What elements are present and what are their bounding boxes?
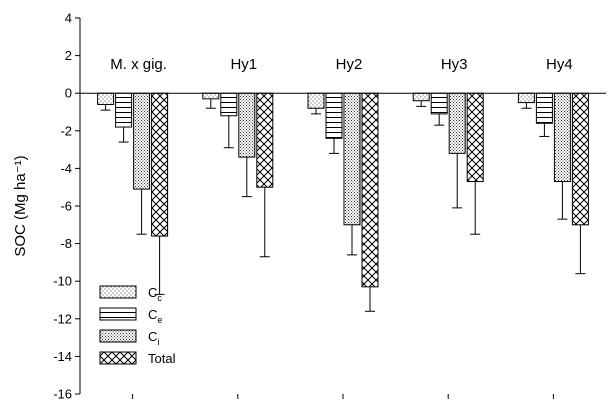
group-label: Hy3 <box>441 56 468 73</box>
group-label: M. x gig. <box>110 56 167 73</box>
y-tick-label: -12 <box>53 311 72 326</box>
legend-label: Ci <box>148 329 159 347</box>
y-tick-label: -14 <box>53 349 72 364</box>
bar-total-3 <box>466 92 484 183</box>
bar-ci-3 <box>448 92 466 154</box>
y-tick-label: -6 <box>60 199 72 214</box>
legend-label: Total <box>148 351 176 366</box>
y-tick-label: -10 <box>53 274 72 289</box>
bar-cc-2 <box>307 92 325 109</box>
bar-ce-4 <box>535 92 553 124</box>
y-tick-label: 4 <box>65 11 72 26</box>
legend-swatch <box>99 285 137 299</box>
bar-total-4 <box>571 92 589 226</box>
bar-total-2 <box>361 92 379 288</box>
y-tick-label: -8 <box>60 236 72 251</box>
error-bars <box>100 98 586 312</box>
legend: Cc Ce Ci Total <box>99 285 176 366</box>
legend-swatch <box>99 351 137 365</box>
legend-swatch <box>99 329 137 343</box>
y-axis-title: SOC (Mg ha⁻¹) <box>12 155 29 256</box>
bar-cc-0 <box>97 92 115 105</box>
bar-ci-4 <box>553 92 571 183</box>
bar-ce-0 <box>115 92 133 128</box>
legend-label: Ce <box>148 307 162 325</box>
group-label: Hy2 <box>336 56 363 73</box>
x-axis-ticks <box>132 394 554 399</box>
y-tick-label: -2 <box>60 123 72 138</box>
bar-ci-0 <box>133 92 151 190</box>
bar-total-0 <box>151 92 169 237</box>
group-label: Hy1 <box>230 56 257 73</box>
group-labels: M. x gig. Hy1 Hy2 Hy3 Hy4 <box>110 56 572 73</box>
bar-cc-4 <box>517 92 535 104</box>
bar-ce-1 <box>220 92 238 117</box>
y-tick-label: 2 <box>65 48 72 63</box>
bar-cc-1 <box>202 92 220 100</box>
bar-ce-2 <box>325 92 343 139</box>
bar-ci-1 <box>238 92 256 158</box>
bar-ce-3 <box>430 92 448 115</box>
y-tick-label: 0 <box>65 86 72 101</box>
y-tick-label: -4 <box>60 161 72 176</box>
bars <box>97 92 589 288</box>
legend-swatch <box>99 307 137 321</box>
group-label: Hy4 <box>546 56 573 73</box>
y-axis-ticks: 4 2 0 -2 -4 -6 -8 -10 -12 -14 -16 <box>53 11 80 401</box>
bar-total-1 <box>256 92 274 188</box>
legend-label: Cc <box>148 285 162 303</box>
bar-cc-3 <box>412 92 430 102</box>
y-tick-label: -16 <box>53 387 72 401</box>
bar-ci-2 <box>343 92 361 226</box>
